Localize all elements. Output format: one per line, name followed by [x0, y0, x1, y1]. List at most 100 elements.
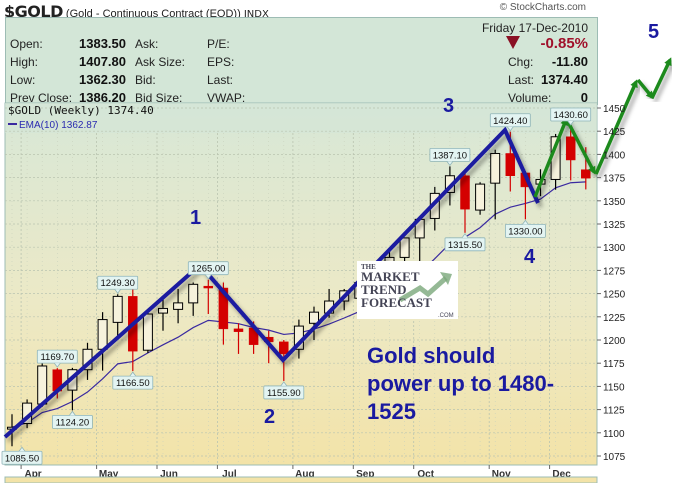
candle-body-up: [490, 152, 501, 184]
price-label: 1265.00: [187, 261, 229, 280]
price-label-text: 1166.50: [116, 378, 150, 389]
wave-4-label: 4: [524, 246, 536, 268]
symbol: $GOLD: [4, 2, 63, 21]
series-legend: $GOLD (Weekly) 1374.40: [8, 104, 154, 117]
volume-value: 0: [580, 90, 588, 105]
candle: [475, 182, 486, 215]
price-label-text: 1265.00: [191, 264, 225, 275]
candle: [309, 306, 319, 340]
x-tick-label-may: May: [99, 469, 119, 480]
quote-label-3: Last:: [207, 73, 234, 87]
candle-body-up: [97, 319, 108, 350]
price-label: 1085.50: [1, 446, 43, 465]
wave-5-label: 5: [648, 21, 659, 43]
quote-label-2: Ask:: [135, 37, 159, 51]
candle: [490, 149, 501, 220]
x-tick-label-aug: Aug: [295, 469, 314, 480]
candle-body-up: [309, 311, 319, 324]
candle: [233, 323, 244, 354]
price-label-text: 1124.20: [56, 417, 90, 428]
volume-label: Volume:: [508, 91, 552, 105]
x-tick-label-dec: Dec: [552, 469, 571, 480]
y-tick-label: 1375: [603, 174, 626, 185]
price-label: 1169.70: [36, 349, 78, 368]
price-label-text: 1155.90: [267, 388, 301, 399]
price-label-text: 1315.50: [448, 240, 482, 251]
candle-body-up: [112, 295, 123, 323]
chg-value: -11.80: [551, 54, 588, 69]
copyright[interactable]: © StockCharts.com: [499, 2, 586, 13]
candle-body-down: [233, 328, 244, 332]
y-tick-label: 1200: [603, 336, 626, 347]
pct-change: -0.85%: [540, 35, 588, 52]
candle-body-up: [142, 313, 153, 351]
x-tick-label-apr: Apr: [24, 469, 41, 480]
price-label-text: 1330.00: [508, 226, 542, 237]
price-label: 1249.30: [97, 275, 139, 294]
price-label-pointer: [506, 126, 514, 132]
ema-legend: EMA(10) 1362.87: [19, 120, 98, 131]
x-tick-label-jun: Jun: [160, 469, 178, 480]
exchange: INDX: [243, 9, 269, 20]
price-label-text: 1249.30: [101, 278, 135, 289]
quote-label-2: Bid:: [135, 73, 156, 87]
y-tick-label: 1100: [603, 429, 625, 440]
quote-value: 1407.80: [79, 54, 126, 69]
price-label-pointer: [114, 289, 122, 294]
quote-value: 1362.30: [79, 72, 126, 87]
chg-label: Chg:: [508, 55, 534, 69]
candle-body-up: [188, 283, 199, 304]
y-tick-label: 1450: [603, 104, 626, 115]
y-tick-label: 1175: [603, 359, 625, 370]
y-tick-label: 1225: [603, 313, 626, 324]
y-tick-label: 1325: [603, 220, 626, 231]
price-label-text: 1085.50: [5, 453, 39, 464]
y-tick-label: 1125: [603, 406, 625, 417]
elliott-wave-line: [3, 126, 540, 439]
candle-body-up: [475, 183, 486, 211]
quote-value: 1386.20: [79, 90, 126, 105]
svg-text:TREND: TREND: [361, 282, 407, 297]
candle: [158, 298, 168, 331]
price-label-text: 1424.40: [493, 116, 527, 127]
y-tick-label: 1300: [603, 243, 626, 254]
price-label-pointer: [446, 161, 454, 167]
price-label-pointer: [129, 371, 137, 377]
price-label: 1387.10: [429, 147, 471, 167]
quote-label: Prev Close:: [10, 91, 73, 105]
x-tick-label-jul: Jul: [222, 469, 237, 480]
last-label: Last:: [508, 73, 535, 87]
candle-body-down: [505, 153, 516, 176]
candle-body-down: [460, 175, 470, 210]
x-tick-label-sep: Sep: [356, 469, 374, 480]
note-line-2: power up to 1480-: [367, 371, 554, 396]
price-label-pointer: [280, 381, 288, 387]
candle: [142, 310, 153, 353]
candle-body-down: [218, 287, 229, 330]
quote-label: Open:: [10, 37, 43, 51]
logo: THE MARKET TREND FORECAST .COM: [357, 261, 458, 319]
price-label-pointer: [18, 446, 26, 452]
candle: [203, 279, 214, 315]
wave-3-label: 3: [443, 95, 454, 117]
svg-text:MARKET: MARKET: [361, 269, 420, 284]
price-label-text: 1169.70: [40, 352, 74, 363]
projection-arrow: [533, 117, 568, 198]
candle-body-up: [399, 237, 410, 258]
candle-body-up: [37, 365, 48, 405]
y-tick-label: 1425: [603, 127, 626, 138]
price-label-pointer: [69, 410, 76, 416]
candle: [565, 126, 576, 181]
y-tick-label: 1350: [603, 197, 626, 208]
projection-arrow: [594, 79, 638, 175]
wave-2-label: 2: [264, 406, 275, 428]
wave-1-label: 1: [190, 207, 201, 229]
quote-label-3: P/E:: [207, 37, 230, 51]
down-arrow-icon: [506, 36, 520, 49]
y-tick-label: 1400: [603, 150, 626, 161]
candle-body-down: [581, 169, 591, 179]
price-label-text: 1387.10: [433, 150, 467, 161]
price-label: 1430.60: [550, 107, 592, 126]
